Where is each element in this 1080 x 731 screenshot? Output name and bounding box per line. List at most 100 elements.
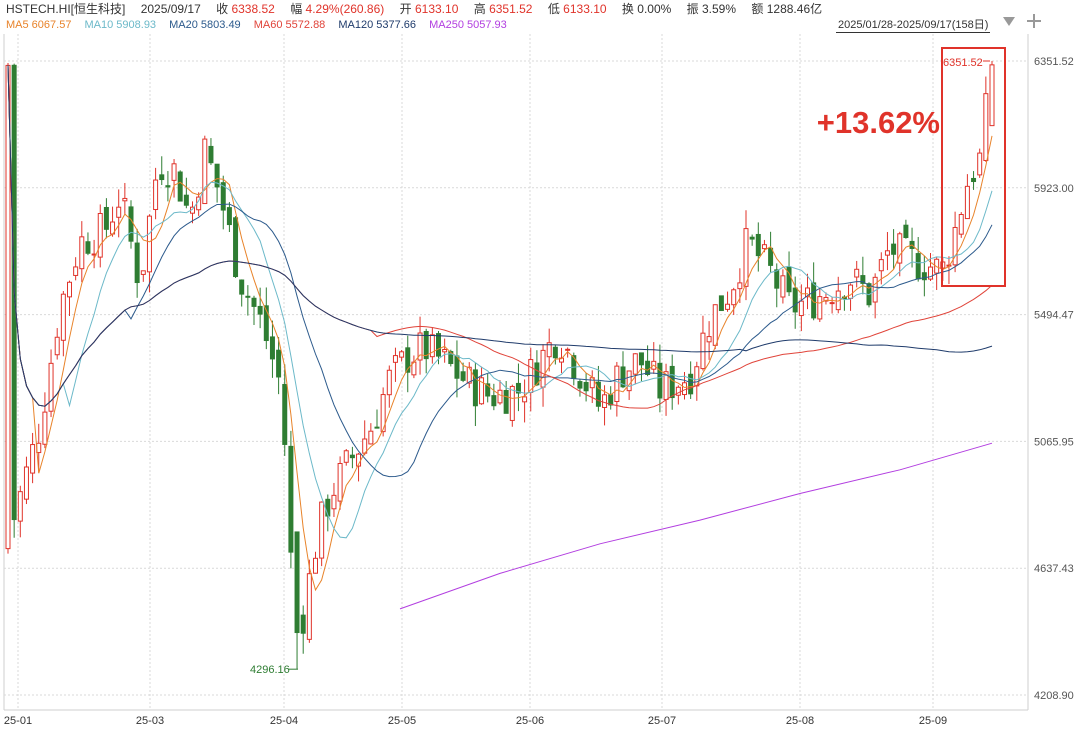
candle-body (682, 382, 687, 396)
candle-body (952, 226, 958, 266)
candle-body (761, 244, 767, 250)
candle-body (829, 302, 835, 305)
rally-percentage-annotation: +13.62% (817, 105, 940, 140)
x-tick-label: 25-05 (388, 715, 416, 727)
candle-body (159, 174, 165, 181)
candle-body (269, 336, 275, 360)
candle-body (276, 349, 282, 378)
candle-body (595, 381, 601, 407)
x-tick-label: 25-08 (786, 715, 814, 727)
turnover-label: 换 (621, 2, 634, 16)
candle-body (226, 207, 232, 226)
candle-body (300, 614, 306, 634)
candle-body (399, 351, 405, 358)
candle-body (30, 444, 36, 474)
candle-body (884, 250, 890, 256)
candle-body (805, 287, 810, 298)
candle-body (429, 334, 435, 358)
candle-body (466, 366, 472, 384)
candle-body (282, 384, 288, 445)
candle-body (971, 177, 977, 183)
candle-body (392, 355, 398, 363)
candle-body (442, 348, 448, 353)
candle-body (485, 383, 491, 397)
candle-body (903, 224, 909, 239)
candle-body (386, 369, 392, 396)
candle-body (436, 333, 441, 357)
candle-body (977, 152, 983, 176)
high-label: 高 (473, 2, 486, 16)
candle-body (657, 362, 663, 399)
candle-body (602, 394, 608, 408)
x-tick-label: 25-07 (648, 715, 676, 727)
amplitude-label: 振 (686, 2, 699, 16)
ma120-legend: MA120 5377.66 (338, 19, 417, 31)
candle-body (669, 365, 675, 399)
candle-body (479, 377, 485, 405)
candle-body (928, 266, 933, 280)
x-tick-label: 25-03 (136, 715, 164, 727)
close-value: 6338.52 (231, 2, 275, 16)
candle-body (854, 268, 860, 278)
candle-body (331, 494, 337, 510)
candle-body (171, 163, 177, 181)
date-range-selector[interactable]: 2025/01/28-2025/09/17(158日) (836, 19, 991, 33)
candle-body (731, 289, 737, 306)
ma10-legend: MA10 5908.93 (84, 19, 157, 31)
candle-body (245, 295, 251, 298)
candle-body (116, 206, 122, 218)
candle-body (552, 346, 558, 359)
candle-body (915, 253, 921, 280)
candle-body (214, 163, 220, 188)
change-value: 4.29%(260.86) (305, 2, 385, 16)
candle-body (798, 300, 804, 317)
candle-body (146, 215, 152, 273)
candle-body (122, 197, 128, 202)
candle-body (725, 303, 731, 310)
candle-body (128, 206, 134, 242)
y-tick-label: 5065.95 (1034, 436, 1074, 448)
candle-body (522, 396, 528, 403)
low-label: 低 (547, 2, 560, 16)
triangle-down-icon[interactable] (1003, 17, 1015, 26)
candle-body (638, 352, 644, 366)
candle-body (534, 362, 540, 386)
candle-body (706, 336, 712, 343)
candle-body (583, 381, 589, 392)
candle-body (239, 279, 245, 295)
candle-body (718, 295, 724, 312)
candle-body (313, 557, 318, 574)
candle-body (743, 228, 749, 287)
y-tick-label: 4208.90 (1034, 690, 1074, 702)
high-value: 6351.52 (489, 2, 533, 16)
candle-body (60, 293, 66, 341)
candle-body (23, 466, 29, 500)
candle-body (257, 305, 263, 315)
candle-body (688, 373, 694, 395)
candle-body (405, 347, 411, 373)
plus-icon[interactable] (1027, 14, 1041, 28)
ma20-legend: MA20 5803.49 (169, 19, 241, 31)
candle-body (780, 275, 786, 298)
candle-body (140, 270, 146, 275)
candle-body (97, 213, 103, 258)
candle-body (42, 411, 48, 445)
candle-body (208, 145, 214, 164)
low-price-label: 4296.16 (250, 664, 290, 676)
change-label: 幅 (290, 2, 303, 16)
ma5-legend: MA5 6067.57 (6, 19, 72, 31)
candle-body (823, 296, 829, 302)
candle-body (774, 269, 780, 289)
rally-highlight-box (941, 47, 1006, 287)
ma250-line (399, 442, 993, 610)
candle-body (374, 426, 380, 429)
candle-body (958, 214, 964, 235)
close-label: 收 (216, 2, 229, 16)
candle-body (891, 243, 897, 255)
candle-body (5, 64, 11, 550)
quote-date: 2025/09/17 (140, 2, 201, 16)
candle-body (712, 304, 718, 346)
amplitude-value: 3.59% (702, 2, 737, 16)
amount-label: 额 (751, 2, 764, 16)
